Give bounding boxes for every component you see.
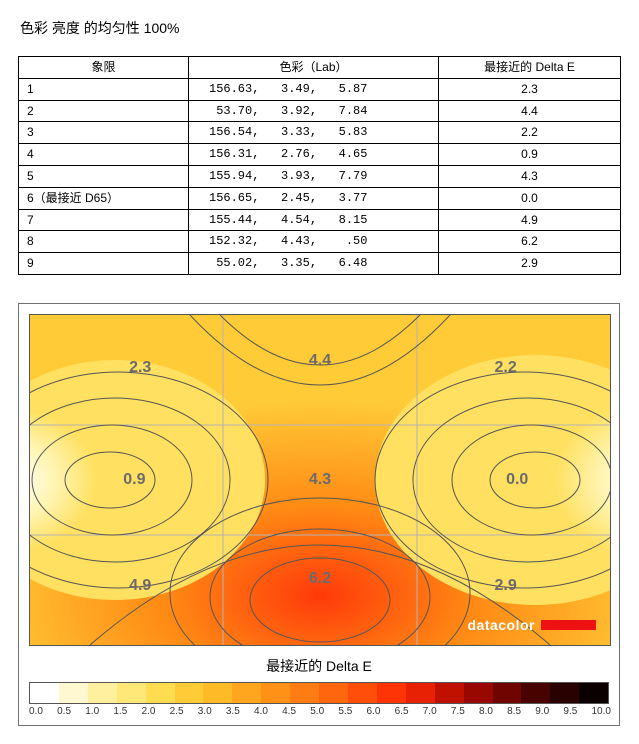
cell-quadrant: 7: [19, 209, 189, 231]
cell-deltae: 2.2: [439, 122, 621, 144]
cell-lab: 156.63, 3.49, 5.87: [189, 78, 439, 100]
cell-quadrant: 2: [19, 100, 189, 122]
col-quadrant: 象限: [19, 57, 189, 79]
colorbar-swatch: [30, 683, 59, 703]
contour-cell-label: 4.4: [309, 352, 331, 370]
colorbar-tick: 7.0: [423, 706, 437, 717]
cell-deltae: 2.3: [439, 78, 621, 100]
colorbar-tick: 8.0: [479, 706, 493, 717]
colorbar-swatch: [232, 683, 261, 703]
page-title: 色彩 亮度 的均匀性 100%: [20, 18, 621, 38]
colorbar-swatch: [435, 683, 464, 703]
colorbar-tick: 9.5: [563, 706, 577, 717]
colorbar-tick: 5.0: [310, 706, 324, 717]
table-row: 4156.31, 2.76, 4.650.9: [19, 144, 621, 166]
colorbar-swatch: [146, 683, 175, 703]
uniformity-table: 象限 色彩（Lab） 最接近的 Delta E 1156.63, 3.49, 5…: [18, 56, 621, 275]
colorbar-tick: 9.0: [535, 706, 549, 717]
contour-chart-panel: datacolor 2.3 4.4 2.2 0.9 4.3 0.0 4.9 6.2 2.9 最接…: [18, 303, 620, 726]
table-row: 7155.44, 4.54, 8.154.9: [19, 209, 621, 231]
colorbar-swatch: [521, 683, 550, 703]
cell-lab: 55.02, 3.35, 6.48: [189, 253, 439, 275]
cell-quadrant: 6（最接近 D65）: [19, 187, 189, 209]
brand-text: datacolor: [467, 617, 535, 633]
colorbar-swatch: [59, 683, 88, 703]
chart-caption: 最接近的 Delta E: [29, 656, 609, 676]
colorbar-tick: 1.0: [85, 706, 99, 717]
colorbar-tick: 6.0: [367, 706, 381, 717]
brand-datacolor: datacolor: [467, 617, 596, 633]
colorbar-swatch: [464, 683, 493, 703]
cell-quadrant: 3: [19, 122, 189, 144]
cell-lab: 155.94, 3.93, 7.79: [189, 165, 439, 187]
colorbar-swatch: [88, 683, 117, 703]
cell-quadrant: 1: [19, 78, 189, 100]
cell-deltae: 0.0: [439, 187, 621, 209]
colorbar-tick: 7.5: [451, 706, 465, 717]
brand-bar-icon: [541, 620, 596, 630]
colorbar-tick: 1.5: [113, 706, 127, 717]
colorbar: [29, 682, 609, 704]
col-deltae: 最接近的 Delta E: [439, 57, 621, 79]
table-row: 5155.94, 3.93, 7.794.3: [19, 165, 621, 187]
colorbar-swatch: [406, 683, 435, 703]
contour-cell-label: 0.0: [506, 471, 528, 489]
cell-quadrant: 8: [19, 231, 189, 253]
colorbar-tick: 10.0: [592, 706, 611, 717]
cell-lab: 53.70, 3.92, 7.84: [189, 100, 439, 122]
cell-lab: 156.31, 2.76, 4.65: [189, 144, 439, 166]
colorbar-swatch: [579, 683, 608, 703]
contour-cell-label: 4.3: [309, 471, 331, 489]
colorbar-tick: 2.0: [142, 706, 156, 717]
table-row: 2 53.70, 3.92, 7.844.4: [19, 100, 621, 122]
contour-cell-label: 2.9: [494, 577, 516, 595]
cell-deltae: 4.3: [439, 165, 621, 187]
contour-plot: datacolor 2.3 4.4 2.2 0.9 4.3 0.0 4.9 6.2 2.9: [29, 314, 611, 646]
table-row: 9 55.02, 3.35, 6.482.9: [19, 253, 621, 275]
cell-quadrant: 4: [19, 144, 189, 166]
cell-quadrant: 5: [19, 165, 189, 187]
colorbar-tick: 8.5: [507, 706, 521, 717]
colorbar-swatch: [175, 683, 204, 703]
cell-deltae: 0.9: [439, 144, 621, 166]
contour-cell-label: 4.9: [129, 577, 151, 595]
contour-cell-label: 0.9: [123, 471, 145, 489]
cell-quadrant: 9: [19, 253, 189, 275]
colorbar-swatch: [550, 683, 579, 703]
cell-deltae: 6.2: [439, 231, 621, 253]
contour-cell-label: 2.3: [129, 359, 151, 377]
table-row: 8152.32, 4.43, .506.2: [19, 231, 621, 253]
table-row: 1156.63, 3.49, 5.872.3: [19, 78, 621, 100]
colorbar-swatch: [117, 683, 146, 703]
colorbar-swatch: [203, 683, 232, 703]
colorbar-swatch: [493, 683, 522, 703]
colorbar-swatch: [319, 683, 348, 703]
table-row: 3156.54, 3.33, 5.832.2: [19, 122, 621, 144]
cell-deltae: 4.4: [439, 100, 621, 122]
colorbar-swatch: [290, 683, 319, 703]
cell-lab: 155.44, 4.54, 8.15: [189, 209, 439, 231]
cell-lab: 156.54, 3.33, 5.83: [189, 122, 439, 144]
cell-deltae: 2.9: [439, 253, 621, 275]
colorbar-swatch: [348, 683, 377, 703]
cell-lab: 156.65, 2.45, 3.77: [189, 187, 439, 209]
colorbar-tick: 0.0: [29, 706, 43, 717]
colorbar-tick: 6.5: [395, 706, 409, 717]
colorbar-tick: 4.0: [254, 706, 268, 717]
colorbar-labels: 0.0 0.5 1.0 1.5 2.0 2.5 3.0 3.5 4.0 4.5 5.0 5.5 6.0 6…: [29, 706, 611, 717]
col-lab: 色彩（Lab）: [189, 57, 439, 79]
table-row: 6（最接近 D65）156.65, 2.45, 3.770.0: [19, 187, 621, 209]
colorbar-tick: 5.5: [338, 706, 352, 717]
contour-cell-label: 6.2: [309, 570, 331, 588]
colorbar-tick: 4.5: [282, 706, 296, 717]
colorbar-swatch: [261, 683, 290, 703]
colorbar-tick: 2.5: [170, 706, 184, 717]
colorbar-tick: 3.0: [198, 706, 212, 717]
contour-cell-label: 2.2: [494, 359, 516, 377]
colorbar-tick: 3.5: [226, 706, 240, 717]
cell-deltae: 4.9: [439, 209, 621, 231]
colorbar-swatch: [377, 683, 406, 703]
colorbar-tick: 0.5: [57, 706, 71, 717]
cell-lab: 152.32, 4.43, .50: [189, 231, 439, 253]
